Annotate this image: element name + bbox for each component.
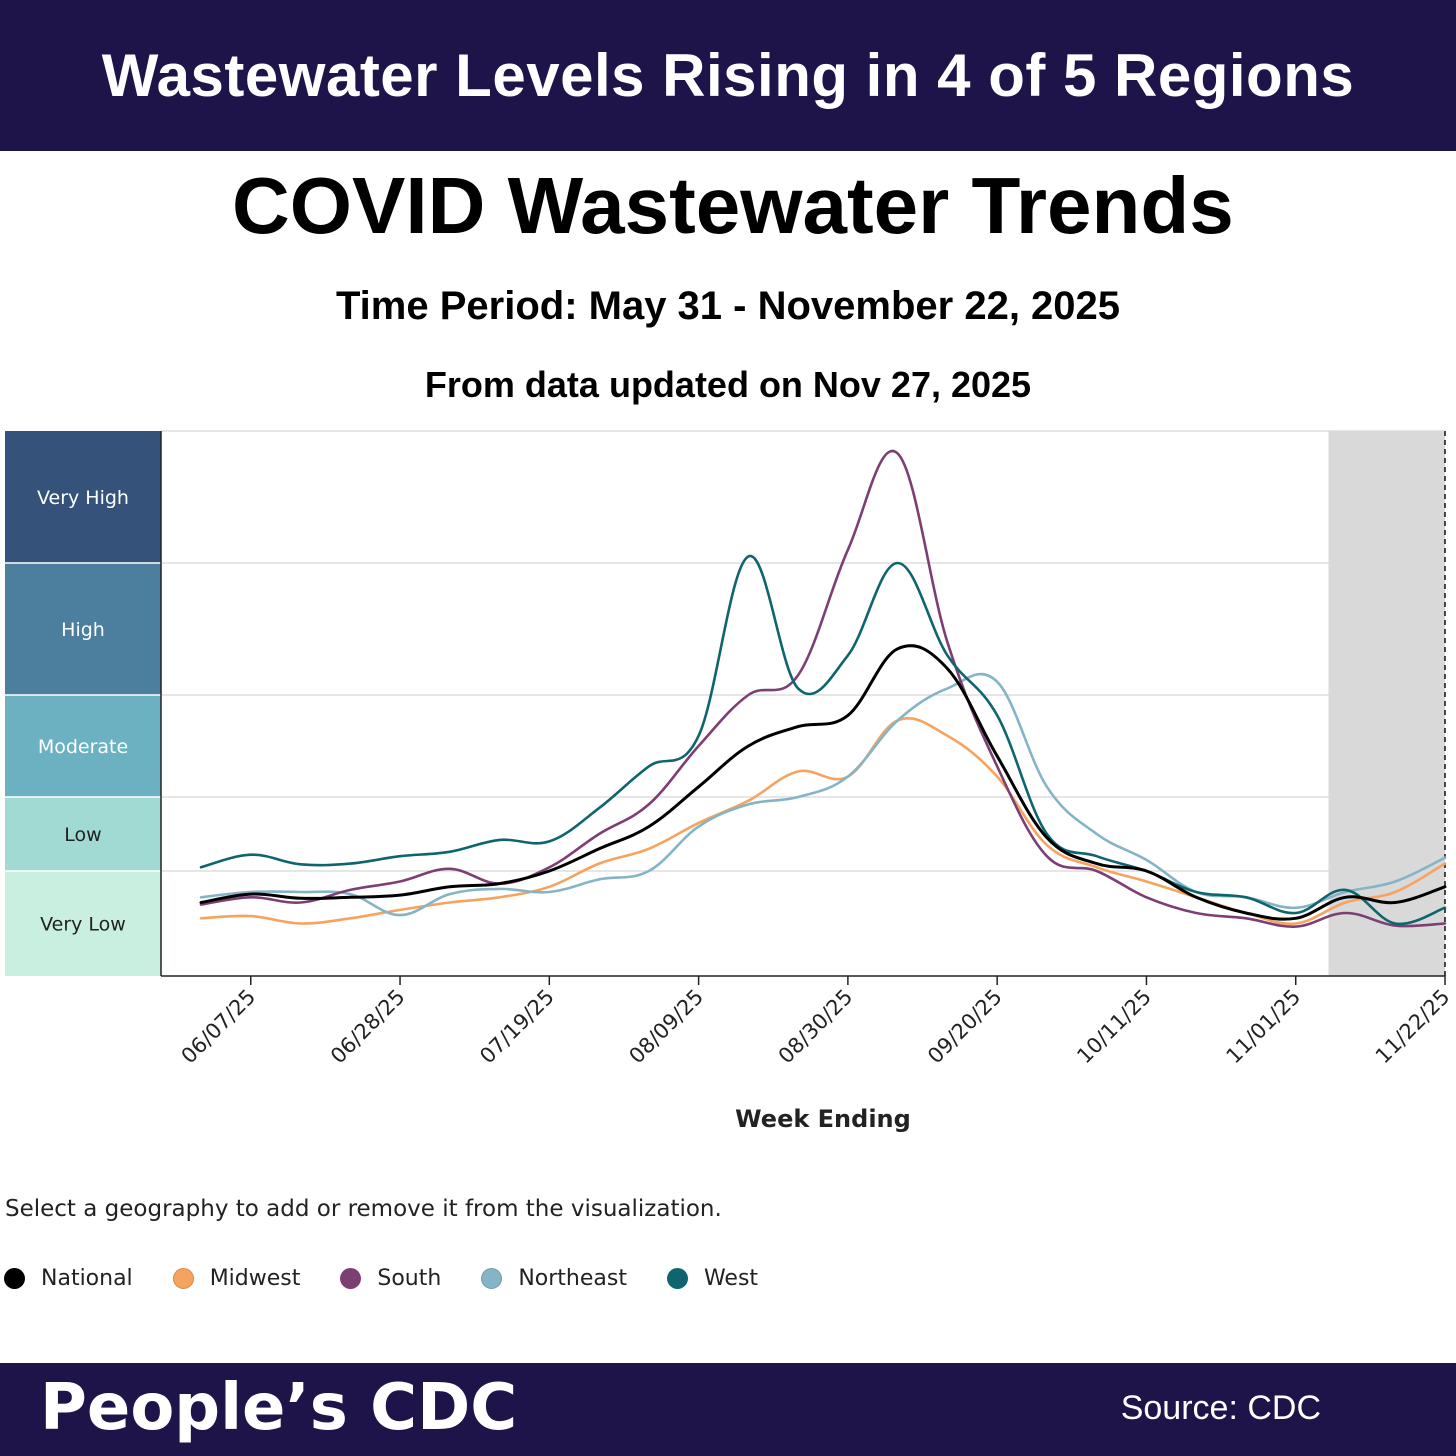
- legend-dot-national: [4, 1268, 25, 1289]
- brand-logo: People’s CDC: [40, 1371, 518, 1445]
- legend-item-south[interactable]: South: [340, 1266, 441, 1291]
- series-line-west: [199, 555, 1447, 926]
- level-band: [5, 797, 161, 871]
- wastewater-chart: Very High High Moderate Low Very Low 06/07/2…: [5, 430, 1455, 1133]
- legend-dot-west: [666, 1268, 688, 1289]
- legend-item-west[interactable]: West: [666, 1266, 759, 1291]
- legend-label: West: [703, 1266, 759, 1291]
- headline-banner: Wastewater Levels Rising in 4 of 5 Regio…: [0, 0, 1456, 151]
- gridlines: [161, 430, 1445, 872]
- x-tick-label: 08/30/25: [774, 985, 858, 1069]
- level-label: Low: [64, 824, 101, 846]
- x-tick-label: 06/07/25: [177, 985, 261, 1069]
- level-label: Very Low: [40, 914, 126, 936]
- level-band: [5, 695, 161, 797]
- x-tick-label: 11/01/25: [1222, 985, 1306, 1069]
- x-tick-label: 10/11/25: [1072, 985, 1156, 1069]
- chart-title: COVID Wastewater Trends: [232, 161, 1234, 250]
- legend-item-northeast[interactable]: Northeast: [481, 1266, 627, 1291]
- x-tick-label: 11/22/25: [1371, 985, 1455, 1069]
- legend-label: Northeast: [518, 1266, 627, 1291]
- legend-label: National: [41, 1266, 133, 1291]
- instruction-text: Select a geography to add or remove it f…: [5, 1196, 722, 1222]
- level-band: [5, 871, 161, 976]
- legend-label: Midwest: [209, 1266, 301, 1291]
- legend-label: South: [377, 1266, 442, 1291]
- x-tick-label: 09/20/25: [923, 985, 1007, 1069]
- level-label: Moderate: [38, 736, 128, 758]
- legend: National Midwest South Northeast West: [4, 1266, 798, 1291]
- footer-banner: People’s CDC Source: CDC: [0, 1363, 1456, 1456]
- legend-dot-northeast: [481, 1268, 503, 1289]
- source-label: Source: CDC: [1120, 1389, 1321, 1427]
- level-bands: Very High High Moderate Low Very Low: [5, 431, 161, 976]
- series-line-south: [199, 449, 1447, 928]
- legend-item-national[interactable]: National: [4, 1266, 133, 1291]
- level-label: High: [61, 619, 105, 641]
- x-axis-label: Week Ending: [735, 1105, 911, 1133]
- legend-dot-south: [340, 1268, 362, 1289]
- x-ticks: 06/07/25 06/28/25 07/19/25 08/09/25 08/30/25…: [177, 976, 1455, 1068]
- time-period: Time Period: May 31 - November 22, 2025: [335, 284, 1121, 328]
- level-band: [5, 563, 161, 695]
- legend-dot-midwest: [172, 1268, 194, 1289]
- legend-item-midwest[interactable]: Midwest: [172, 1266, 301, 1291]
- series-lines: [199, 449, 1447, 928]
- x-tick-label: 08/09/25: [624, 985, 708, 1069]
- level-label: Very High: [37, 487, 129, 509]
- level-band: [5, 431, 161, 563]
- data-updated-note: From data updated on Nov 27, 2025: [424, 364, 1032, 405]
- series-line-national: [199, 644, 1447, 921]
- x-tick-label: 07/19/25: [475, 985, 559, 1069]
- x-tick-label: 06/28/25: [326, 985, 410, 1069]
